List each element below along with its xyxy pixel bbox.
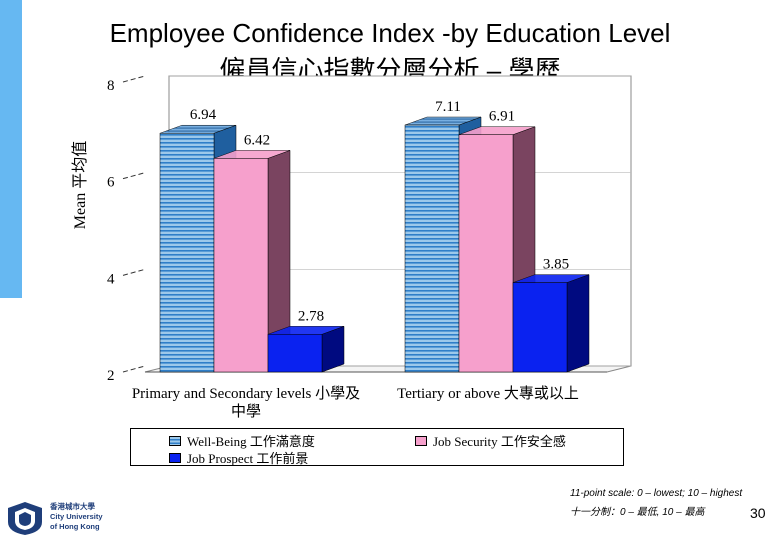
legend-swatch-job-security [415, 435, 427, 446]
legend-label-well-being: Well-Being 工作滿意度 [187, 434, 315, 449]
legend: Well-Being 工作滿意度 Job Security 工作安全感 Job … [130, 428, 624, 466]
legend-swatch-job-prospect [169, 452, 181, 463]
slide-title-en: Employee Confidence Index -by Education … [109, 18, 671, 48]
y-tick-label: 4 [107, 271, 115, 287]
bar-chart: 2 4 6 8 6.94 7.11 6.42 6.91 2.78 3.85 Primary and … [107, 75, 632, 420]
legend-swatch-well-being [169, 435, 181, 446]
footnote-scale-zh: 十一分制：0 – 最低, 10 – 最高 [570, 507, 705, 518]
logo-text-en-2: of Hong Kong [50, 522, 100, 531]
y-gridline-connector [122, 172, 146, 180]
y-tick-label: 2 [107, 368, 115, 384]
y-axis-label: Mean 平均值 [72, 140, 89, 230]
logo-text: 香港城市大學 City University of Hong Kong [50, 502, 103, 532]
plot-area: 2 4 6 8 6.94 7.11 6.42 6.91 2.78 3.85 Primary and … [107, 75, 632, 420]
bar-value-label: 3.85 [543, 257, 569, 273]
bar [512, 282, 568, 373]
y-gridline-connector [122, 268, 146, 276]
page-number: 30 [750, 505, 766, 521]
university-logo: 香港城市大學 City University of Hong Kong [6, 500, 116, 538]
legend-label-job-prospect: Job Prospect 工作前景 [187, 451, 309, 466]
legend-item-well-being: Well-Being 工作滿意度 [169, 431, 315, 450]
y-tick-label: 8 [107, 78, 115, 94]
y-tick-label: 6 [107, 175, 115, 191]
legend-label-job-security: Job Security 工作安全感 [433, 434, 566, 449]
bar-value-label: 6.42 [244, 132, 270, 148]
logo-emblem-icon [8, 502, 42, 535]
bar [267, 334, 323, 373]
x-tick-label: Primary and Secondary levels 小學及 [132, 384, 360, 402]
x-tick-label: 中學 [231, 402, 261, 420]
legend-item-job-security: Job Security 工作安全感 [415, 431, 566, 450]
logo-text-zh: 香港城市大學 [50, 502, 95, 511]
footnote-scale-en: 11-point scale: 0 – lowest; 10 – highest [570, 488, 743, 499]
bar [404, 124, 460, 373]
bar-value-label: 7.11 [435, 99, 461, 115]
bar-value-label: 6.94 [190, 107, 217, 123]
accent-side-bar [0, 0, 22, 298]
bar-value-label: 2.78 [298, 308, 324, 324]
logo-text-en-1: City University [50, 512, 103, 521]
bar [458, 134, 514, 373]
legend-item-job-prospect: Job Prospect 工作前景 [169, 448, 308, 467]
bar [159, 132, 215, 373]
y-gridline-connector [122, 75, 146, 83]
bar-side [566, 274, 590, 373]
bar-value-label: 6.91 [489, 109, 515, 125]
bar [213, 158, 269, 373]
x-tick-label: Tertiary or above 大專或以上 [397, 385, 579, 402]
y-gridline-connector [122, 365, 146, 373]
